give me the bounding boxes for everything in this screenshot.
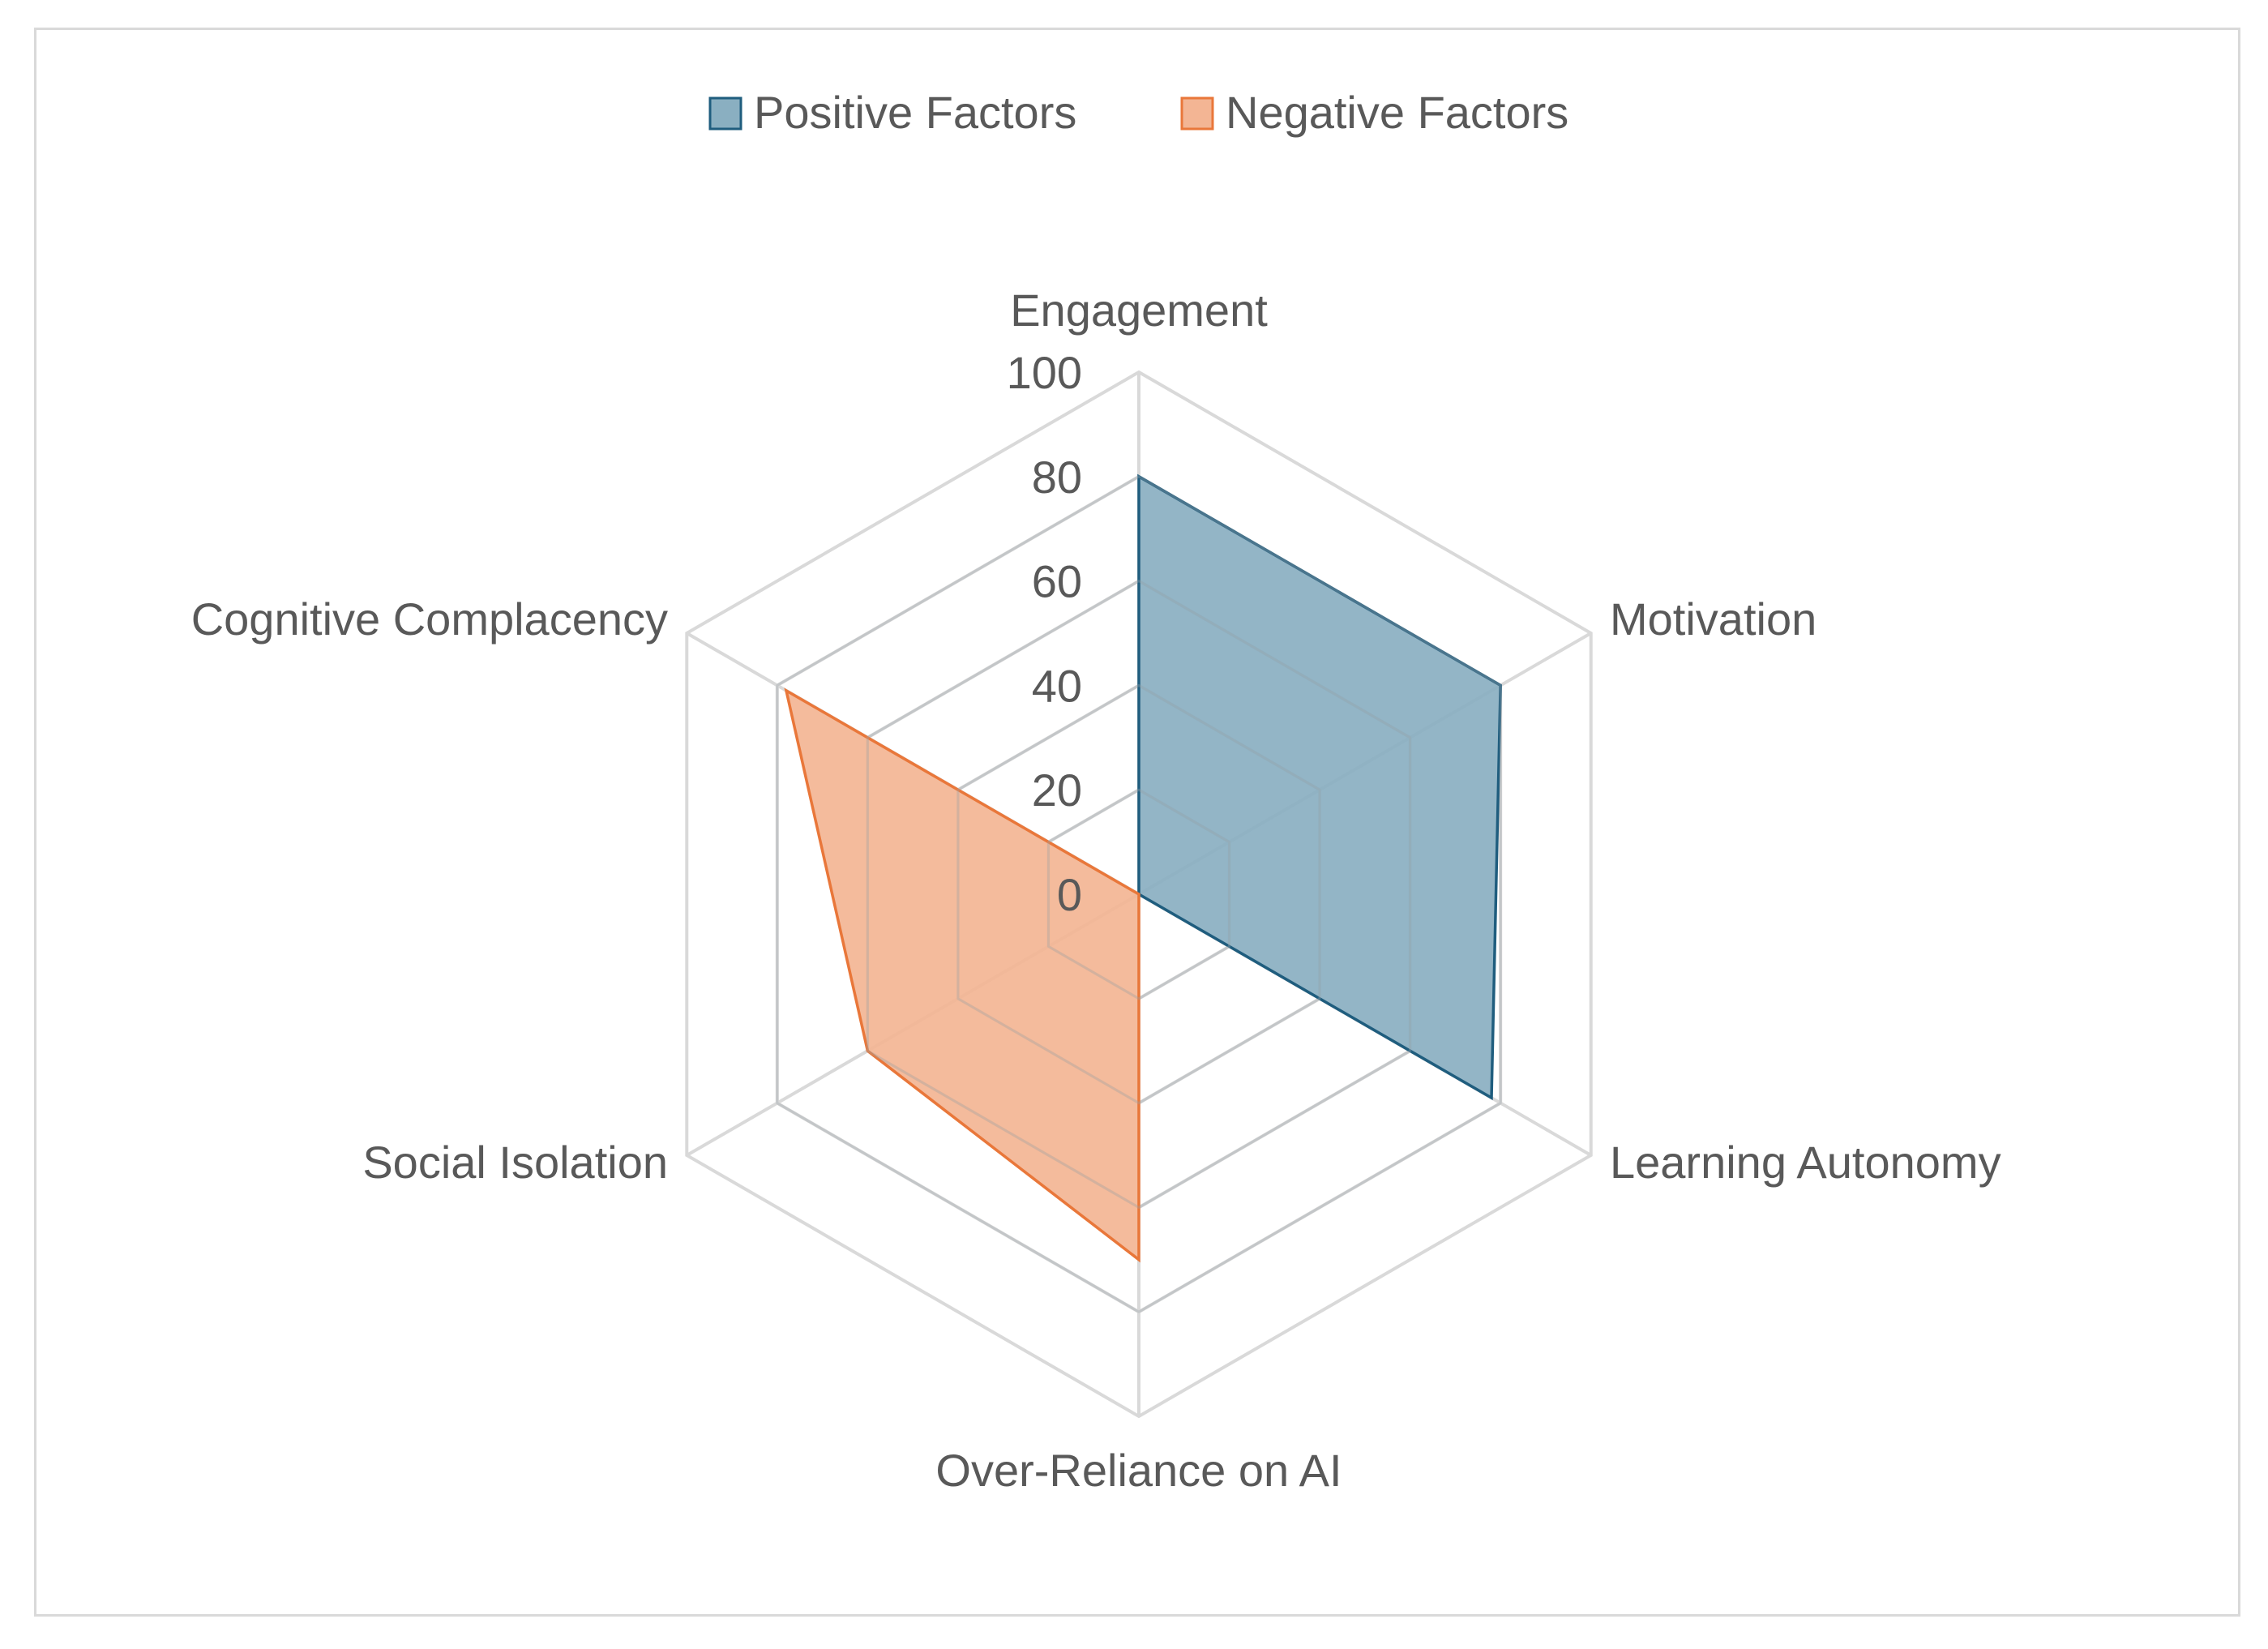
legend-item-positive: Positive Factors: [708, 87, 1076, 138]
legend-item-negative: Negative Factors: [1180, 87, 1568, 138]
category-label-over-reliance: Over-Reliance on AI: [935, 1445, 1342, 1496]
tick-label-0: 0: [1057, 869, 1082, 920]
radial-ticks: 0 20 40 60 80 100: [1007, 347, 1082, 920]
legend-label-negative: Negative Factors: [1226, 87, 1568, 138]
grid-ring-overlay-20: [1046, 788, 1231, 1000]
tick-label-100: 100: [1007, 347, 1082, 398]
grid-ring-overlay-60: [866, 579, 1412, 1210]
category-label-learning-autonomy: Learning Autonomy: [1610, 1137, 2001, 1188]
legend: Positive Factors Negative Factors: [708, 87, 1568, 138]
category-label-cognitive-complacency: Cognitive Complacency: [191, 593, 668, 645]
category-labels: Engagement Motivation Learning Autonomy …: [191, 285, 2001, 1496]
grid-ring-overlay-40: [956, 683, 1321, 1105]
tick-label-80: 80: [1032, 452, 1082, 503]
tick-label-20: 20: [1032, 765, 1082, 816]
tick-label-60: 60: [1032, 556, 1082, 607]
series-area-positive: [1137, 473, 1502, 1101]
category-label-motivation: Motivation: [1610, 593, 1817, 645]
series-area-negative: [784, 687, 1140, 1263]
legend-swatch-negative: [1180, 96, 1214, 131]
grid-ring-overlay-80: [776, 475, 1502, 1313]
category-label-engagement: Engagement: [1010, 285, 1268, 336]
radar-series: [776, 473, 1502, 1313]
legend-swatch-positive: [708, 96, 742, 131]
tick-label-40: 40: [1032, 660, 1082, 711]
category-label-social-isolation: Social Isolation: [362, 1137, 668, 1188]
legend-label-positive: Positive Factors: [754, 87, 1076, 138]
